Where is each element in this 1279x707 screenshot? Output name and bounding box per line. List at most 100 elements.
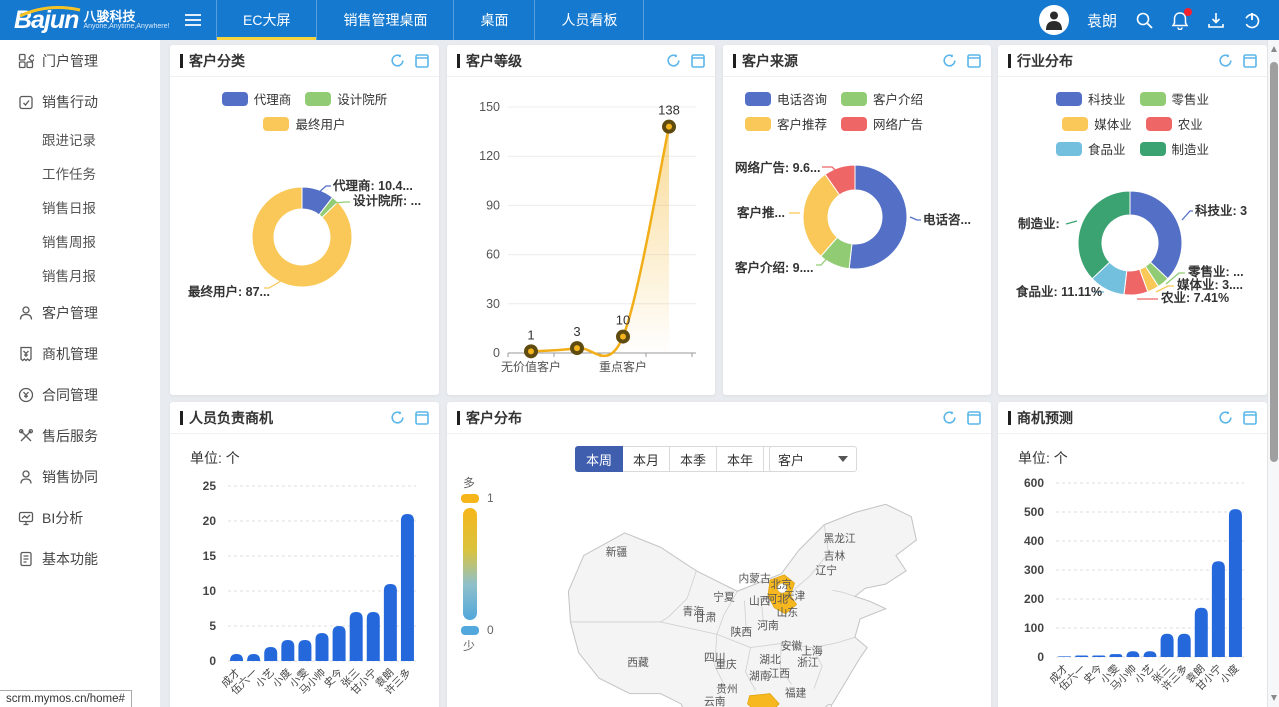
nav-tab-3[interactable]: 人员看板	[535, 0, 645, 40]
bar[interactable]	[400, 514, 414, 661]
sidebar-subitem-1-2[interactable]: 销售日报	[42, 201, 96, 216]
donut-slice[interactable]	[1077, 190, 1131, 280]
bar[interactable]	[1143, 651, 1157, 657]
refresh-icon[interactable]	[390, 410, 405, 425]
province-label[interactable]: 辽宁	[816, 564, 837, 577]
province-label[interactable]: 山西	[749, 596, 771, 608]
legend-item[interactable]: 设计院所	[305, 89, 387, 108]
filter-tab-1[interactable]: 本月	[623, 446, 671, 472]
bar[interactable]	[1075, 655, 1089, 657]
sidebar-subitem-1-0[interactable]: 跟进记录	[42, 133, 96, 148]
expand-icon[interactable]	[967, 53, 981, 68]
menu-icon[interactable]	[170, 0, 216, 40]
bar[interactable]	[1126, 651, 1140, 657]
nav-tab-2[interactable]: 桌面	[454, 0, 536, 40]
refresh-icon[interactable]	[942, 410, 957, 425]
filter-tab-0[interactable]: 本周	[575, 446, 624, 472]
sidebar-item-4[interactable]: 合同管理	[0, 374, 160, 415]
sidebar-subitem-1-1[interactable]: 工作任务	[42, 167, 96, 182]
province-label[interactable]: 山东	[777, 606, 799, 619]
province-label[interactable]: 河北	[766, 594, 788, 606]
legend-item[interactable]: 客户推荐	[745, 114, 827, 133]
bar[interactable]	[1177, 633, 1191, 657]
province-label[interactable]: 重庆	[715, 658, 737, 671]
donut-slice[interactable]	[848, 164, 908, 270]
province-label[interactable]: 西藏	[627, 657, 649, 669]
bar[interactable]	[1092, 655, 1106, 657]
legend-item[interactable]: 客户介绍	[841, 89, 923, 108]
opportunity-forecast-bar-chart[interactable]: 0100200300400500600成才伍六一史今小雯马小帅小艺张三许三多袁朗…	[998, 474, 1258, 696]
legend-item[interactable]: 科技业	[1055, 89, 1126, 108]
province-label[interactable]: 黑龙江	[824, 532, 856, 545]
sidebar-subitem-1-3[interactable]: 销售周报	[42, 235, 96, 250]
donut-slice[interactable]	[824, 164, 856, 196]
bar[interactable]	[1211, 561, 1225, 657]
expand-icon[interactable]	[691, 53, 705, 68]
province-label[interactable]: 福建	[785, 687, 807, 700]
bar[interactable]	[247, 654, 261, 661]
visualmap-min-handle[interactable]	[461, 625, 479, 635]
province-label[interactable]: 内蒙古	[739, 572, 771, 585]
province-label[interactable]: 河南	[757, 619, 779, 632]
legend-item[interactable]: 媒体业	[1062, 114, 1132, 133]
expand-icon[interactable]	[415, 53, 429, 68]
sidebar-item-3[interactable]: 商机管理	[0, 333, 160, 374]
bar[interactable]	[298, 640, 312, 661]
province-label[interactable]: 甘肃	[695, 611, 717, 624]
bar[interactable]	[230, 654, 244, 661]
province-label[interactable]: 湖南	[749, 669, 771, 682]
bar[interactable]	[366, 612, 380, 661]
province-label[interactable]: 陕西	[731, 625, 753, 638]
visualmap-gradient[interactable]	[463, 508, 477, 620]
province-label[interactable]: 吉林	[824, 550, 846, 563]
refresh-icon[interactable]	[942, 53, 957, 68]
province-label[interactable]: 贵州	[716, 683, 737, 696]
province-label[interactable]: 北京	[771, 578, 793, 591]
avatar[interactable]	[1038, 5, 1069, 35]
download-icon[interactable]	[1207, 11, 1225, 29]
power-icon[interactable]	[1243, 11, 1261, 29]
province-label[interactable]: 天津	[784, 590, 806, 602]
bar[interactable]	[1058, 656, 1072, 657]
sidebar-subitem-1-4[interactable]: 销售月报	[42, 269, 96, 284]
legend-item[interactable]: 电话咨询	[745, 89, 827, 108]
bar[interactable]	[315, 633, 329, 661]
legend-item[interactable]: 网络广告	[841, 114, 923, 133]
legend-item[interactable]: 制造业	[1139, 139, 1209, 158]
province-label[interactable]: 四川	[704, 652, 725, 664]
province-label[interactable]: 青海	[683, 605, 705, 618]
expand-icon[interactable]	[967, 410, 981, 425]
bell-icon[interactable]	[1171, 7, 1192, 30]
bar[interactable]	[1109, 654, 1123, 657]
sidebar-item-1[interactable]: 销售行动	[0, 81, 160, 122]
donut-slice[interactable]	[1129, 190, 1183, 280]
bar[interactable]	[383, 584, 397, 661]
filter-tab-2[interactable]: 本季	[670, 446, 718, 472]
customer-source-donut-chart[interactable]: 电话咨... 客户介绍: 9.... 客户推... 网络广告: 9.6...	[723, 143, 983, 368]
nav-tab-0[interactable]: EC大屏	[217, 0, 318, 40]
province-label[interactable]: 云南	[704, 695, 726, 707]
bar[interactable]	[1194, 607, 1208, 657]
province-label[interactable]: 上海	[801, 645, 823, 658]
expand-icon[interactable]	[1243, 53, 1257, 68]
province-label[interactable]: 宁夏	[713, 590, 735, 603]
scroll-up-arrow-icon[interactable]	[1271, 46, 1277, 52]
sidebar-item-8[interactable]: 基本功能	[0, 538, 160, 579]
bar[interactable]	[1160, 633, 1174, 657]
sidebar-item-6[interactable]: 销售协同	[0, 456, 160, 497]
province-label[interactable]: 江西	[768, 668, 790, 680]
bar[interactable]	[332, 626, 346, 661]
customer-level-line-chart[interactable]: 0 30 60 90 120 150 1 3 10 138 无价值客户 重点客户	[452, 95, 712, 395]
refresh-icon[interactable]	[390, 53, 405, 68]
nav-tab-1[interactable]: 销售管理桌面	[317, 0, 455, 40]
expand-icon[interactable]	[415, 410, 429, 425]
sidebar-item-2[interactable]: 客户管理	[0, 292, 160, 333]
visualmap-max-handle[interactable]	[461, 493, 479, 503]
brand-logo[interactable]: Bajun 八骏科技 Anyone,Anytime,Anywhere!	[0, 0, 170, 40]
province-label[interactable]: 新疆	[606, 545, 628, 558]
legend-item[interactable]: 最终用户	[263, 114, 346, 133]
refresh-icon[interactable]	[666, 53, 681, 68]
legend-item[interactable]: 零售业	[1139, 89, 1209, 108]
